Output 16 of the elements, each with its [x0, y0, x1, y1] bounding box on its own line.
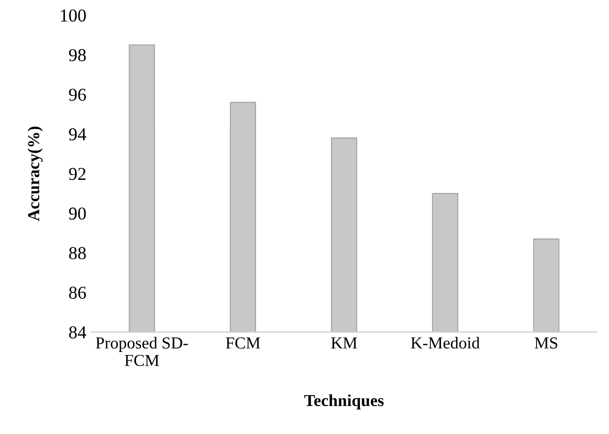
y-tick-label: 92 [69, 168, 86, 180]
y-tick-label: 86 [69, 286, 86, 299]
x-tick-label: K-Medoid [410, 336, 480, 349]
y-tick-label: 98 [69, 49, 86, 62]
y-tick-label: 88 [69, 247, 86, 260]
y-tick-label: 90 [69, 207, 86, 220]
x-tick-label: Proposed SD- FCM [96, 336, 188, 366]
y-tick-label: 96 [69, 88, 86, 101]
x-tick-label: FCM [226, 337, 260, 349]
y-tick-label: 100 [60, 9, 86, 22]
y-axis-title: Accuracy(%) [28, 126, 43, 222]
y-tick-label: 84 [69, 326, 86, 338]
x-tick-label: KM [331, 338, 358, 348]
x-tick-label: MS [534, 337, 558, 349]
y-tick-label: 94 [69, 128, 86, 140]
x-axis-title: Techniques [304, 394, 384, 410]
